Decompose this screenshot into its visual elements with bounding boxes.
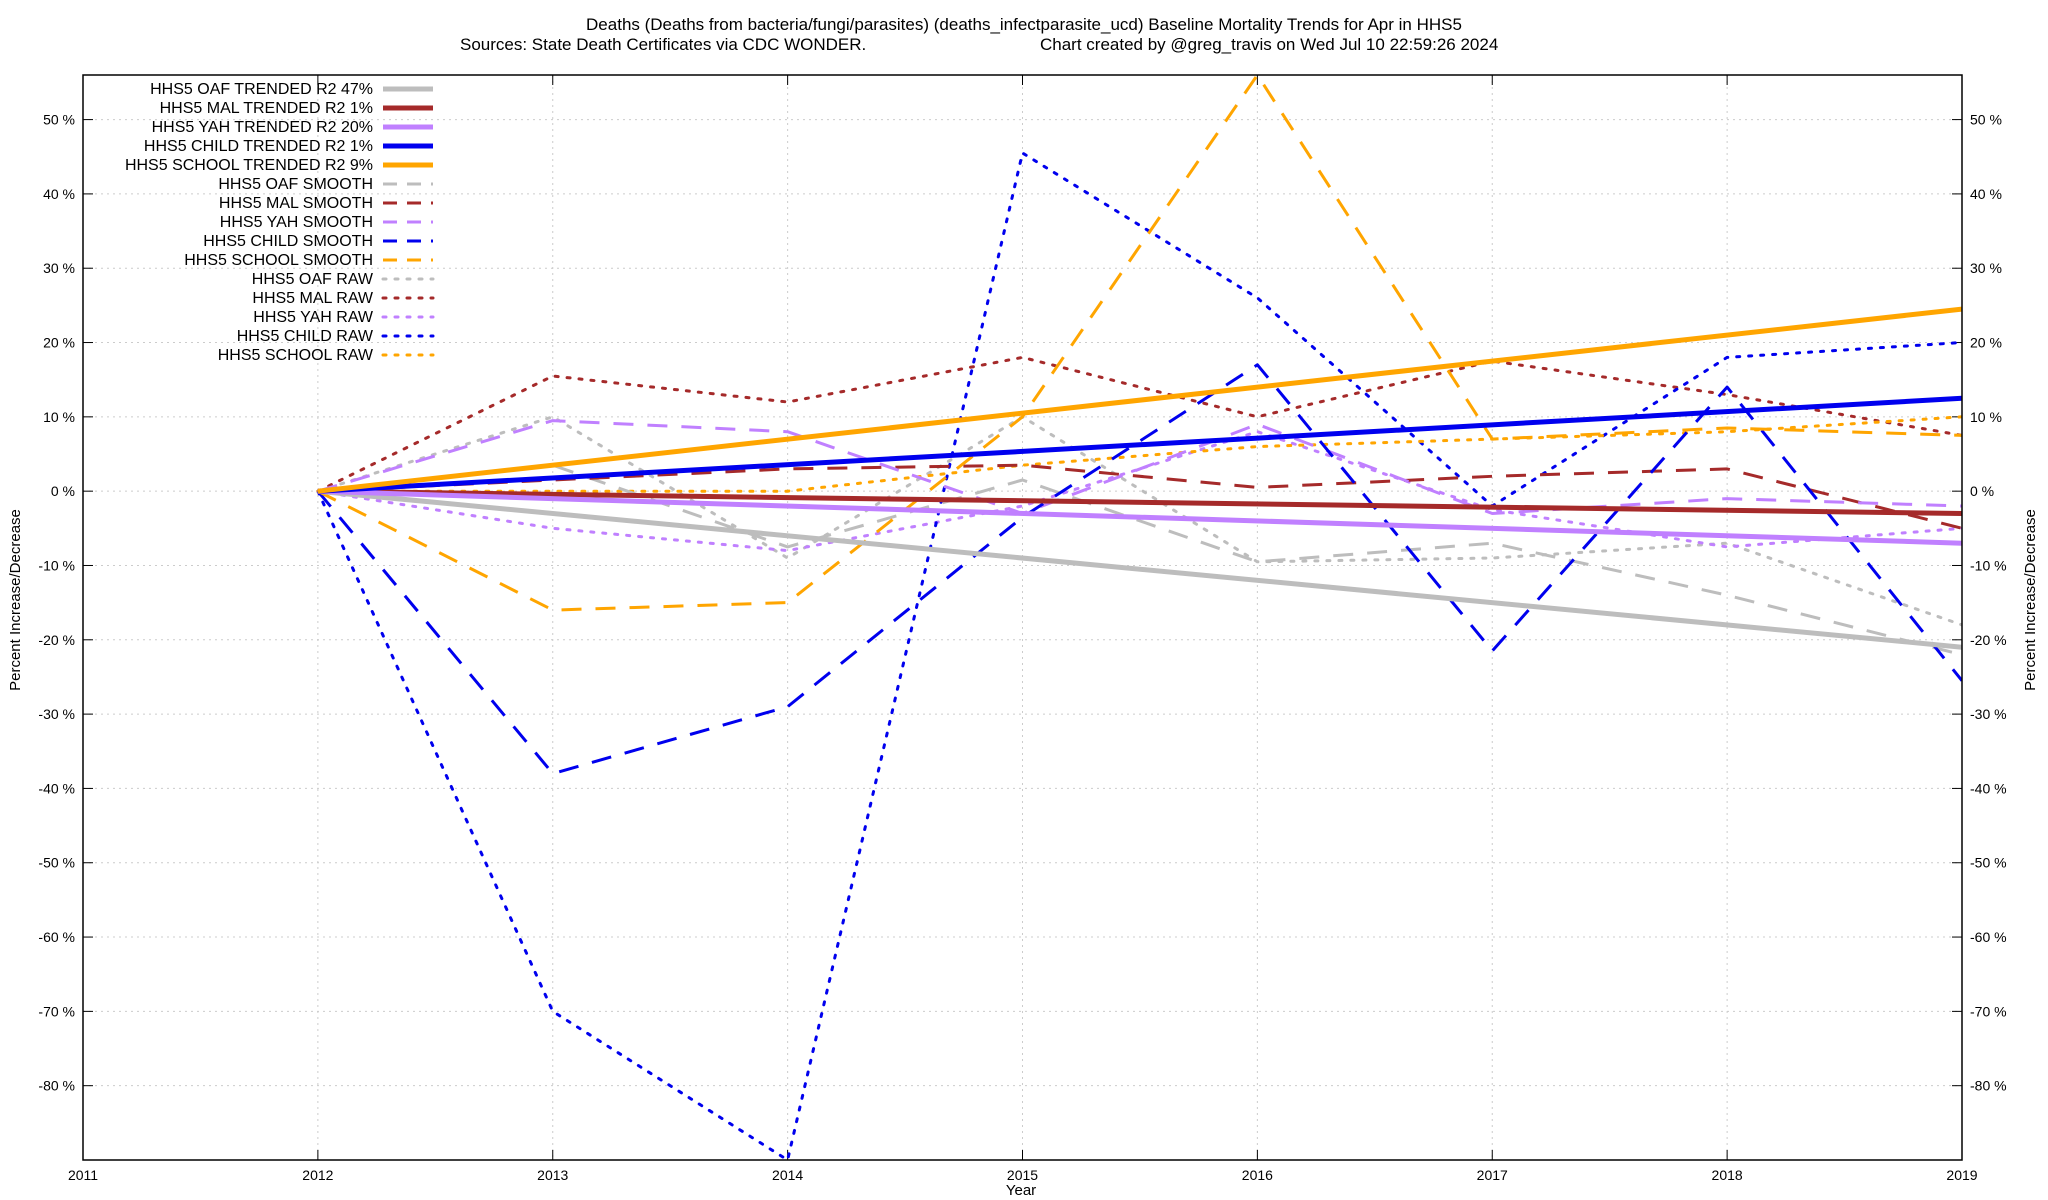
x-tick-label: 2011: [68, 1167, 98, 1183]
legend-label: HHS5 YAH RAW: [253, 309, 374, 326]
legend-label: HHS5 MAL RAW: [252, 290, 374, 307]
x-axis-label: Year: [1006, 1182, 1036, 1199]
legend-label: HHS5 CHILD SMOOTH: [203, 233, 373, 250]
legend-label: HHS5 YAH SMOOTH: [220, 214, 373, 231]
y-tick-label-right: -80 %: [1970, 1078, 2007, 1094]
x-tick-label: 2017: [1477, 1167, 1508, 1183]
series-line-hhs5-mal-raw: [316, 355, 1962, 493]
y-tick-label-left: -50 %: [38, 855, 75, 871]
y-tick-label-right: -70 %: [1970, 1003, 2007, 1019]
chart-title-credit: Chart created by @greg_travis on Wed Jul…: [1040, 35, 1498, 54]
y-tick-label-left: 40 %: [43, 186, 75, 202]
x-tick-label: 2014: [772, 1167, 803, 1183]
y-tick-label-right: -20 %: [1970, 632, 2007, 648]
y-axis-label-left: Percent Increase/Decrease: [7, 509, 24, 691]
legend-label: HHS5 YAH TRENDED R2 20%: [152, 119, 373, 136]
y-axis-label-right: Percent Increase/Decrease: [2022, 509, 2039, 691]
x-tick-label: 2012: [302, 1167, 333, 1183]
series-lines: [316, 75, 1962, 1160]
x-tick-label: 2013: [537, 1167, 568, 1183]
x-tick-label: 2019: [1946, 1167, 1977, 1183]
y-tick-label-left: -10 %: [38, 557, 75, 573]
series-line-hhs5-oaf-raw: [316, 415, 1962, 627]
y-tick-label-left: -80 %: [38, 1078, 75, 1094]
y-tick-label-left: 0 %: [51, 483, 75, 499]
legend: HHS5 OAF TRENDED R2 47% HHS5 MAL TRENDED …: [125, 81, 435, 364]
series-line-hhs5-school-trended-r2-9: [317, 306, 1962, 494]
y-tick-label-right: 10 %: [1970, 409, 2002, 425]
legend-label: HHS5 OAF RAW: [252, 271, 374, 288]
chart-title-source: Sources: State Death Certificates via CD…: [460, 35, 866, 54]
series-line-hhs5-child-trended-r2-1: [317, 395, 1962, 494]
series-line-hhs5-mal-trended-r2-1: [317, 488, 1962, 516]
series-line-hhs5-yah-trended-r2-20: [317, 488, 1962, 546]
y-tick-label-right: 20 %: [1970, 335, 2002, 351]
x-tick-label: 2016: [1242, 1167, 1273, 1183]
y-tick-label-left: -70 %: [38, 1003, 75, 1019]
y-tick-label-left: 10 %: [43, 409, 75, 425]
y-tick-label-left: -60 %: [38, 929, 75, 945]
legend-label: HHS5 OAF SMOOTH: [218, 176, 373, 193]
y-tick-label-left: 50 %: [43, 112, 75, 128]
chart-title-line1: Deaths (Deaths from bacteria/fungi/paras…: [586, 15, 1462, 34]
legend-label: HHS5 SCHOOL TRENDED R2 9%: [125, 157, 373, 174]
series-line-hhs5-child-smooth: [316, 363, 1962, 776]
x-tick-label: 2018: [1712, 1167, 1743, 1183]
series-line-hhs5-school-smooth: [317, 75, 1962, 612]
y-tick-label-right: 50 %: [1970, 112, 2002, 128]
legend-label: HHS5 MAL TRENDED R2 1%: [160, 100, 373, 117]
legend-label: HHS5 SCHOOL RAW: [218, 347, 374, 364]
y-tick-label-right: -30 %: [1970, 706, 2007, 722]
y-tick-label-left: -20 %: [38, 632, 75, 648]
legend-label: HHS5 SCHOOL SMOOTH: [184, 252, 373, 269]
series-line-hhs5-yah-smooth: [317, 419, 1962, 515]
y-tick-label-left: 20 %: [43, 335, 75, 351]
x-tick-label: 2015: [1007, 1167, 1038, 1183]
y-tick-label-right: -60 %: [1970, 929, 2007, 945]
y-tick-label-left: -40 %: [38, 780, 75, 796]
legend-label: HHS5 OAF TRENDED R2 47%: [150, 81, 373, 98]
y-tick-label-right: -40 %: [1970, 780, 2007, 796]
y-tick-label-left: 30 %: [43, 260, 75, 276]
legend-label: HHS5 MAL SMOOTH: [219, 195, 373, 212]
y-tick-label-right: 30 %: [1970, 260, 2002, 276]
y-tick-label-right: 40 %: [1970, 186, 2002, 202]
legend-label: HHS5 CHILD RAW: [237, 328, 374, 345]
y-tick-label-left: -30 %: [38, 706, 75, 722]
grid-lines: [82, 75, 1963, 1160]
plot-frame: [82, 74, 1963, 1161]
legend-label: HHS5 CHILD TRENDED R2 1%: [144, 138, 373, 155]
series-line-hhs5-oaf-trended-r2-47: [317, 488, 1962, 650]
y-tick-label-right: -10 %: [1970, 557, 2007, 573]
series-line-hhs5-school-raw: [316, 415, 1962, 493]
y-tick-label-right: -50 %: [1970, 855, 2007, 871]
series-line-hhs5-yah-raw: [316, 430, 1962, 553]
series-line-hhs5-child-raw: [316, 151, 1962, 1160]
axis-ticks: 50 % 50 % 40 % 40 % 30 % 30 % 20 % 20 % 10 % 10 %…: [38, 75, 2007, 1183]
y-tick-label-right: 0 %: [1970, 483, 1994, 499]
